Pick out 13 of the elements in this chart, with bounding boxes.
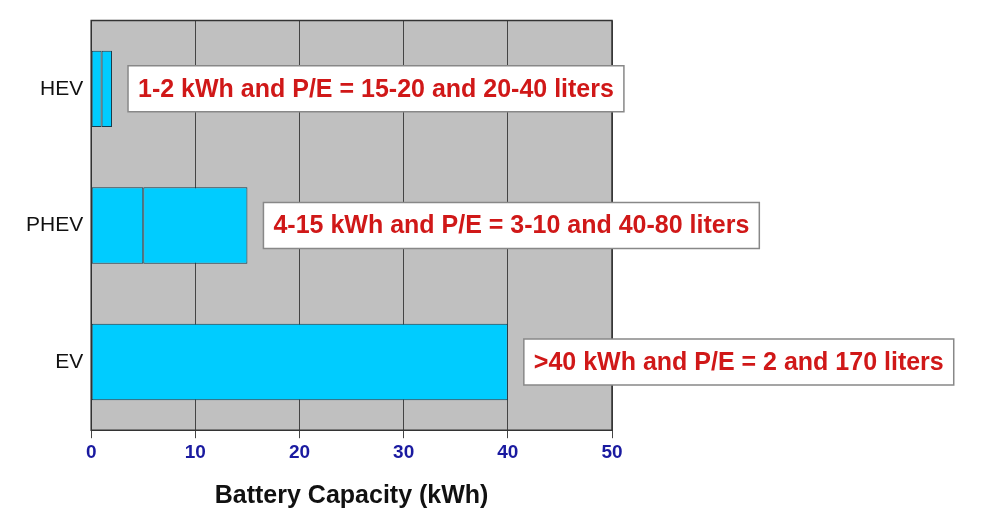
x-tick-label: 30 [393, 440, 415, 462]
y-tick-label: PHEV [26, 212, 84, 236]
x-axis-title: Battery Capacity (kWh) [214, 479, 489, 508]
annotation: 4-15 kWh and P/E = 3-10 and 40-80 liters [273, 210, 750, 239]
annotation: 1-2 kWh and P/E = 15-20 and 20-40 liters [138, 73, 614, 102]
x-tick-label: 40 [497, 440, 519, 462]
x-tick-label: 20 [288, 440, 311, 462]
y-tick-label: EV [55, 348, 84, 372]
annotation: >40 kWh and P/E = 2 and 170 liters [533, 346, 944, 375]
x-tick-label: 0 [85, 440, 97, 462]
y-tick-label: HEV [40, 75, 84, 99]
x-tick-label: 50 [601, 440, 623, 462]
x-tick-label: 10 [184, 440, 206, 462]
